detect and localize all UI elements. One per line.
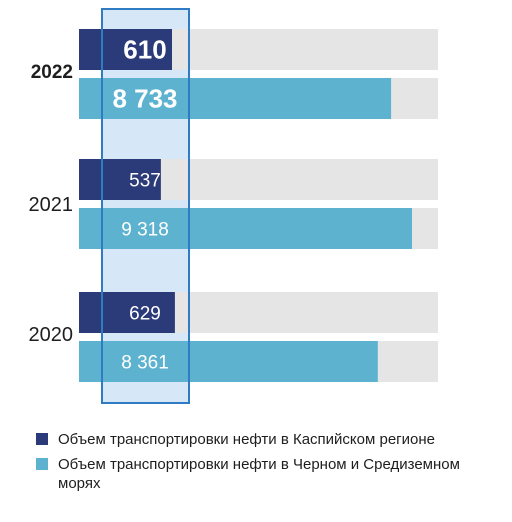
- bar: [79, 78, 392, 119]
- data-label: 610: [123, 35, 166, 65]
- highlight-column-fill: [102, 9, 189, 403]
- legend-label-caspian: Объем транспортировки нефти в Каспийском…: [58, 431, 435, 448]
- data-label: 9 318: [121, 220, 169, 241]
- bar: [79, 292, 175, 333]
- data-label: 8 361: [121, 353, 169, 374]
- bar: [79, 159, 161, 200]
- category-label: 2022: [31, 62, 73, 83]
- category-label: 2020: [29, 324, 74, 346]
- legend-item-caspian: Объем транспортировки нефти в Каспийском…: [36, 430, 476, 449]
- legend-swatch-caspian: [36, 433, 48, 445]
- bar: [79, 29, 172, 70]
- category-label: 2021: [29, 194, 74, 216]
- legend-swatch-black-sea: [36, 458, 48, 470]
- legend-item-black-sea: Объем транспортировки нефти в Черном и С…: [36, 455, 476, 493]
- chart: 610 8 733 2022 537 9 318 2021 629 8 361 2020: [29, 8, 438, 404]
- highlight-column-outline: [101, 8, 190, 404]
- data-label: 537: [129, 171, 161, 192]
- data-label: 8 733: [112, 84, 177, 114]
- bar: [79, 208, 412, 249]
- legend-label-black-sea: Объем транспортировки нефти в Черном и С…: [58, 456, 460, 492]
- legend: Объем транспортировки нефти в Каспийском…: [36, 430, 476, 499]
- bar: [79, 341, 378, 382]
- data-label: 629: [129, 304, 161, 325]
